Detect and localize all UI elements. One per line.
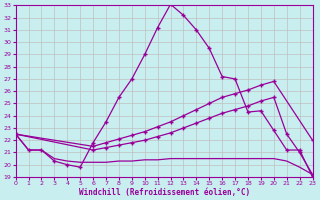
X-axis label: Windchill (Refroidissement éolien,°C): Windchill (Refroidissement éolien,°C)	[78, 188, 250, 197]
